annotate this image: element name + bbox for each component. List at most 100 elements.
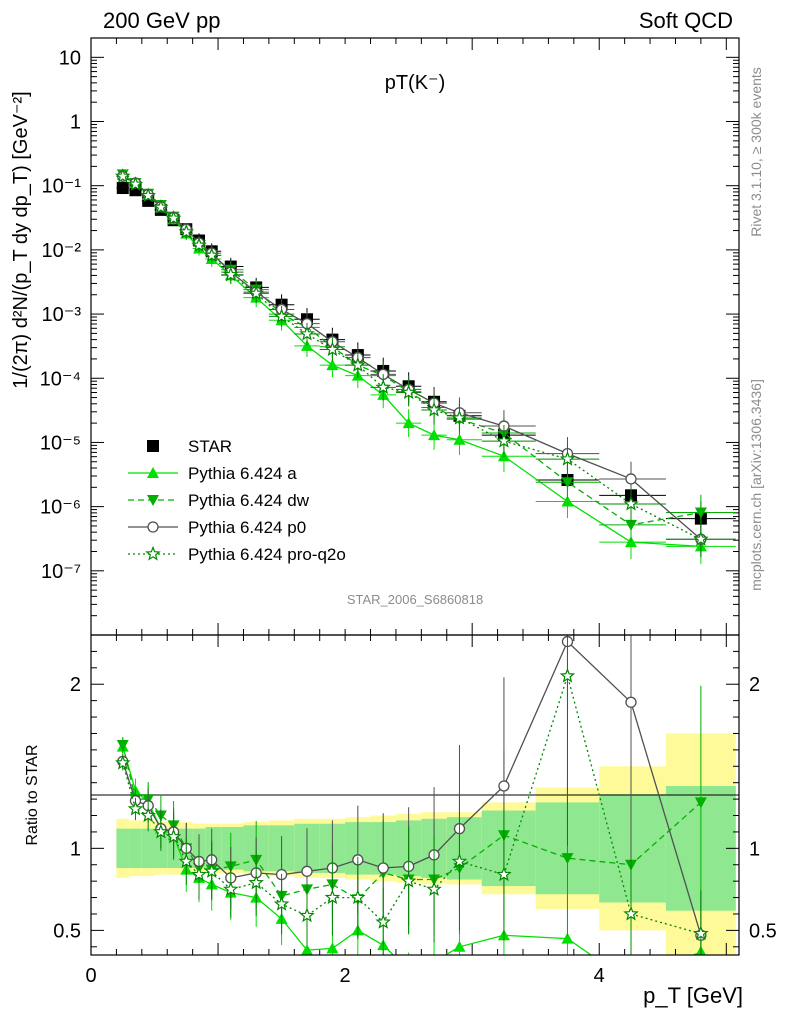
legend-marker — [145, 545, 161, 561]
legend-label: Pythia 6.424 a — [188, 464, 297, 483]
ratio-point — [127, 800, 144, 816]
main-axis-ticks: 10 1 10⁻¹ 10⁻² 10⁻³ 10⁻⁴ 10⁻⁵ 10⁻⁶ 10⁻⁷ — [40, 37, 739, 636]
data-point — [165, 210, 182, 225]
ratio-point — [498, 780, 510, 792]
ratio-stat-band — [116, 828, 130, 869]
data-point — [375, 379, 391, 395]
series-line — [122, 175, 702, 540]
series-line — [122, 175, 702, 540]
legend: STAR Pythia 6.424 a Pythia 6.424 dw Pythia … — [128, 437, 346, 564]
ratio-point — [400, 872, 417, 888]
ratio-point — [223, 881, 239, 896]
legend-marker — [147, 521, 159, 533]
data-point — [248, 285, 264, 300]
ratio-axis-ticks: 0 2 4 0.5 0.5 1 1 2 2 — [53, 635, 777, 987]
ratio-point — [451, 853, 468, 869]
data-point — [115, 168, 131, 183]
ratio-point — [694, 797, 707, 809]
series-line — [122, 173, 702, 526]
main-series-pythia-6-424-dw — [116, 169, 736, 543]
ratio-y-tick-label: 2 — [749, 674, 760, 696]
data-point — [426, 401, 442, 417]
ratio-stat-band — [599, 794, 666, 903]
header-right: Soft QCD — [639, 8, 733, 33]
rivet-info: Rivet 3.1.10, ≥ 300k events — [748, 67, 764, 237]
legend-entry: Pythia 6.424 a — [128, 464, 297, 483]
ratio-line — [122, 746, 702, 955]
data-point — [191, 237, 207, 252]
ratio-plot-frame: 0 2 4 0.5 0.5 1 1 2 2 — [53, 634, 777, 987]
main-y-tick-label: 10⁻³ — [42, 304, 82, 326]
ratio-point — [403, 964, 415, 975]
ratio-uncertainty-band — [116, 733, 736, 955]
ratio-point — [203, 863, 220, 878]
data-point — [116, 182, 129, 195]
data-point — [693, 531, 709, 546]
ratio-point — [428, 956, 440, 967]
main-y-tick-label: 10⁻⁴ — [40, 368, 81, 390]
ratio-point — [350, 889, 366, 905]
data-point — [301, 339, 313, 351]
x-tick-label: 0 — [85, 965, 96, 987]
ratio-y-tick-label: 1 — [70, 838, 81, 860]
legend-marker — [147, 495, 159, 506]
data-point — [402, 417, 415, 429]
ratio-point — [165, 828, 182, 844]
ratio-point — [191, 866, 207, 882]
ratio-point — [426, 881, 442, 896]
data-point — [559, 450, 576, 466]
legend-label: Pythia 6.424 p0 — [188, 518, 306, 537]
legend-entry: Pythia 6.424 p0 — [128, 518, 306, 537]
ratio-y-tick-label: 0.5 — [749, 920, 777, 942]
data-point — [453, 433, 466, 445]
ratio-series-layer — [115, 635, 709, 975]
ratio-point — [561, 932, 574, 944]
ratio-stat-band — [221, 827, 244, 870]
chart-title: pT(K⁻) — [385, 72, 446, 94]
x-tick-label: 2 — [340, 965, 351, 987]
mcplots-info: mcplots.cern.ch [arXiv:1306.3436] — [748, 379, 764, 591]
legend-label: Pythia 6.424 pro-q2o — [188, 545, 346, 564]
data-point — [326, 359, 339, 371]
main-y-tick-label: 10⁻⁷ — [41, 561, 81, 583]
main-plot-frame: 10 1 10⁻¹ 10⁻² 10⁻³ 10⁻⁴ 10⁻⁵ 10⁻⁶ 10⁻⁷ — [40, 37, 740, 636]
ratio-point — [453, 940, 466, 952]
data-point — [273, 308, 290, 323]
ratio-point — [693, 925, 709, 941]
x-tick-label: 4 — [594, 965, 605, 987]
header-left: 200 GeV pp — [103, 8, 220, 33]
data-point — [625, 519, 637, 531]
legend-label: STAR — [188, 437, 232, 456]
ratio-y-tick-label: 2 — [70, 674, 81, 696]
legend-entry: Pythia 6.424 dw — [128, 491, 310, 510]
ratio-point — [561, 853, 574, 865]
data-point — [299, 325, 315, 341]
data-point — [400, 384, 417, 400]
legend-marker — [147, 467, 159, 478]
main-y-tick-label: 10⁻⁵ — [40, 432, 81, 454]
legend-entry: Pythia 6.424 pro-q2o — [128, 545, 346, 564]
x-axis-label: p_T [GeV] — [643, 983, 743, 1008]
ratio-point — [140, 807, 156, 823]
legend-entry: STAR — [147, 437, 232, 456]
main-y-tick-label: 10⁻⁶ — [40, 497, 81, 519]
data-point — [496, 432, 512, 448]
data-point — [223, 266, 239, 282]
legend-marker — [147, 440, 159, 452]
ratio-stat-band — [129, 828, 142, 869]
ratio-point — [496, 866, 512, 882]
ratio-point — [625, 696, 637, 708]
data-point — [428, 429, 441, 441]
data-point — [625, 473, 637, 485]
ratio-point — [273, 895, 290, 911]
ratio-line — [122, 744, 702, 901]
ratio-point — [375, 914, 391, 929]
ratio-y-tick-label: 0.5 — [53, 920, 81, 942]
main-y-tick-label: 10⁻² — [42, 240, 82, 262]
ratio-point — [116, 739, 129, 751]
ratio-point — [377, 862, 389, 874]
data-point — [324, 341, 341, 357]
legend-label: Pythia 6.424 dw — [188, 491, 310, 510]
y-axis-label: 1/(2π) d²N/(p_T dy dp_T) [GeV⁻²] — [10, 91, 32, 388]
ratio-frame — [90, 634, 740, 956]
